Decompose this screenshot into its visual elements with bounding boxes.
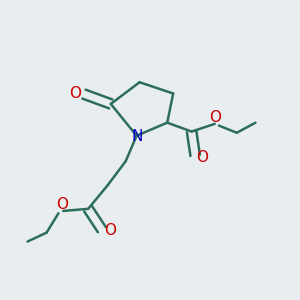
Text: O: O (104, 223, 116, 238)
Text: O: O (69, 86, 81, 101)
Text: O: O (209, 110, 221, 125)
Text: N: N (131, 129, 143, 144)
Text: O: O (196, 150, 208, 165)
Text: O: O (56, 197, 68, 212)
